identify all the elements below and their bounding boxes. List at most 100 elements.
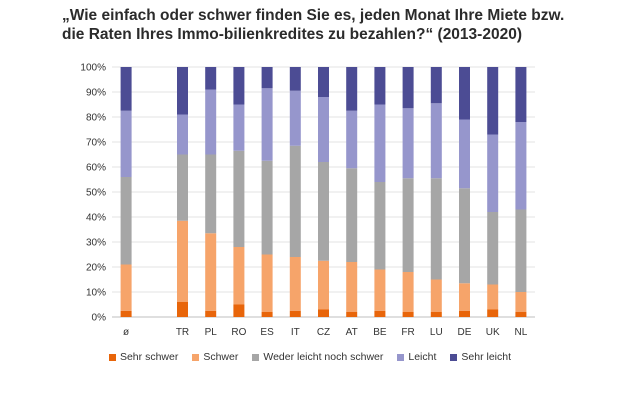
bar-segment-1	[177, 220, 188, 302]
bar-segment-3	[374, 104, 386, 182]
legend-item: Sehr leicht	[450, 351, 511, 363]
x-tick-label: ES	[260, 327, 274, 338]
bar-segment-2	[289, 145, 301, 257]
bar-segment-1	[515, 292, 527, 312]
bar-segment-1	[487, 284, 499, 310]
x-tick-label: RO	[231, 327, 246, 338]
bar-segment-2	[430, 178, 442, 280]
bar-segment-4	[289, 67, 301, 91]
bar-segment-0	[402, 312, 414, 317]
legend-label: Schwer	[203, 351, 239, 363]
bar-segment-4	[515, 67, 527, 122]
bar-segment-0	[346, 312, 358, 317]
x-tick-label: DE	[458, 327, 472, 338]
bar-segment-4	[233, 67, 245, 105]
bar-segment-1	[459, 283, 470, 311]
bar-segment-2	[120, 177, 132, 265]
bar-segment-0	[487, 309, 499, 317]
bar-segment-4	[318, 67, 329, 97]
bar-segment-2	[374, 182, 386, 270]
y-tick-label: 60%	[86, 163, 106, 174]
bar-segment-1	[261, 254, 273, 312]
x-tick-label: CZ	[317, 327, 330, 338]
y-tick-label: 90%	[86, 88, 106, 99]
bar-segment-2	[177, 154, 188, 221]
bar-segment-3	[515, 122, 527, 210]
legend-label: Sehr schwer	[119, 351, 179, 363]
bar-segment-0	[289, 310, 301, 317]
bar-segment-0	[430, 312, 442, 317]
bar-segment-0	[177, 302, 188, 317]
bar-segment-0	[515, 312, 527, 317]
legend-swatch	[252, 353, 260, 361]
bar-segment-3	[346, 110, 358, 169]
bar-segment-3	[261, 88, 273, 161]
legend-swatch	[397, 353, 405, 361]
bar-segment-0	[459, 310, 470, 317]
bar-segment-2	[205, 154, 217, 234]
bar-segment-4	[205, 67, 217, 90]
bar-segment-1	[374, 269, 386, 311]
bar-segment-4	[346, 67, 358, 111]
bar-segment-2	[346, 168, 358, 262]
bar-segment-2	[318, 162, 329, 261]
x-tick-label: NL	[515, 327, 528, 338]
bar-segment-3	[430, 103, 442, 179]
bar-segment-0	[318, 309, 329, 317]
bar-segment-0	[205, 310, 217, 317]
bar-segment-4	[177, 67, 188, 115]
legend-swatch	[450, 353, 458, 361]
x-tick-label: IT	[291, 327, 300, 338]
bar-segment-3	[233, 104, 245, 151]
bar-segment-3	[205, 89, 217, 155]
x-tick-label: FR	[401, 327, 414, 338]
bar-segment-3	[120, 110, 132, 177]
legend-item: Sehr schwer	[108, 351, 179, 363]
bar-segment-0	[120, 310, 132, 317]
y-tick-label: 30%	[86, 238, 106, 249]
y-tick-label: 70%	[86, 138, 106, 149]
bar-segment-4	[120, 67, 132, 111]
bar-segment-2	[487, 212, 499, 285]
legend-label: Leicht	[408, 351, 437, 363]
bar-segment-1	[402, 272, 414, 312]
bar-segment-4	[261, 67, 273, 89]
legend-item: Schwer	[192, 351, 238, 363]
bar-segment-3	[177, 114, 188, 155]
bar-segment-4	[487, 67, 499, 135]
y-tick-label: 100%	[80, 63, 106, 74]
y-tick-label: 20%	[86, 263, 106, 274]
bar-segment-1	[233, 247, 245, 305]
y-tick-label: 50%	[86, 188, 106, 199]
bar-segment-1	[318, 260, 329, 310]
bar-segment-1	[289, 257, 301, 311]
bar-segment-1	[205, 233, 217, 311]
legend-swatch	[108, 353, 116, 361]
legend-item: Leicht	[397, 351, 436, 363]
x-tick-label: PL	[205, 327, 218, 338]
y-tick-label: 0%	[92, 313, 107, 324]
y-tick-label: 10%	[86, 288, 106, 299]
x-tick-label: ø	[123, 327, 129, 338]
bar-segment-4	[430, 67, 442, 104]
chart-title-line-2: die Raten Ihres Immo-bilienkredites zu b…	[62, 26, 522, 43]
bar-segment-0	[374, 310, 386, 317]
bar-segment-1	[430, 279, 442, 312]
legend-item: Weder leicht noch schwer	[252, 351, 383, 363]
bar-segment-3	[318, 97, 329, 162]
y-tick-label: 40%	[86, 213, 106, 224]
chart-title: „Wie einfach oder schwer finden Sie es, …	[62, 6, 602, 44]
bar-segment-1	[120, 264, 132, 311]
x-tick-label: TR	[176, 327, 189, 338]
bar-segment-0	[261, 312, 273, 317]
x-tick-label: LU	[430, 327, 443, 338]
bar-segment-3	[402, 108, 414, 179]
chart-legend: Sehr schwer Schwer Weder leicht noch schwe…	[0, 347, 620, 367]
x-tick-label: AT	[346, 327, 358, 338]
chart-title-line-1: „Wie einfach oder schwer finden Sie es, …	[62, 7, 565, 24]
legend-label: Sehr leicht	[461, 351, 512, 363]
x-tick-label: BE	[373, 327, 387, 338]
bar-segment-2	[402, 178, 414, 272]
bar-segment-2	[261, 160, 273, 255]
